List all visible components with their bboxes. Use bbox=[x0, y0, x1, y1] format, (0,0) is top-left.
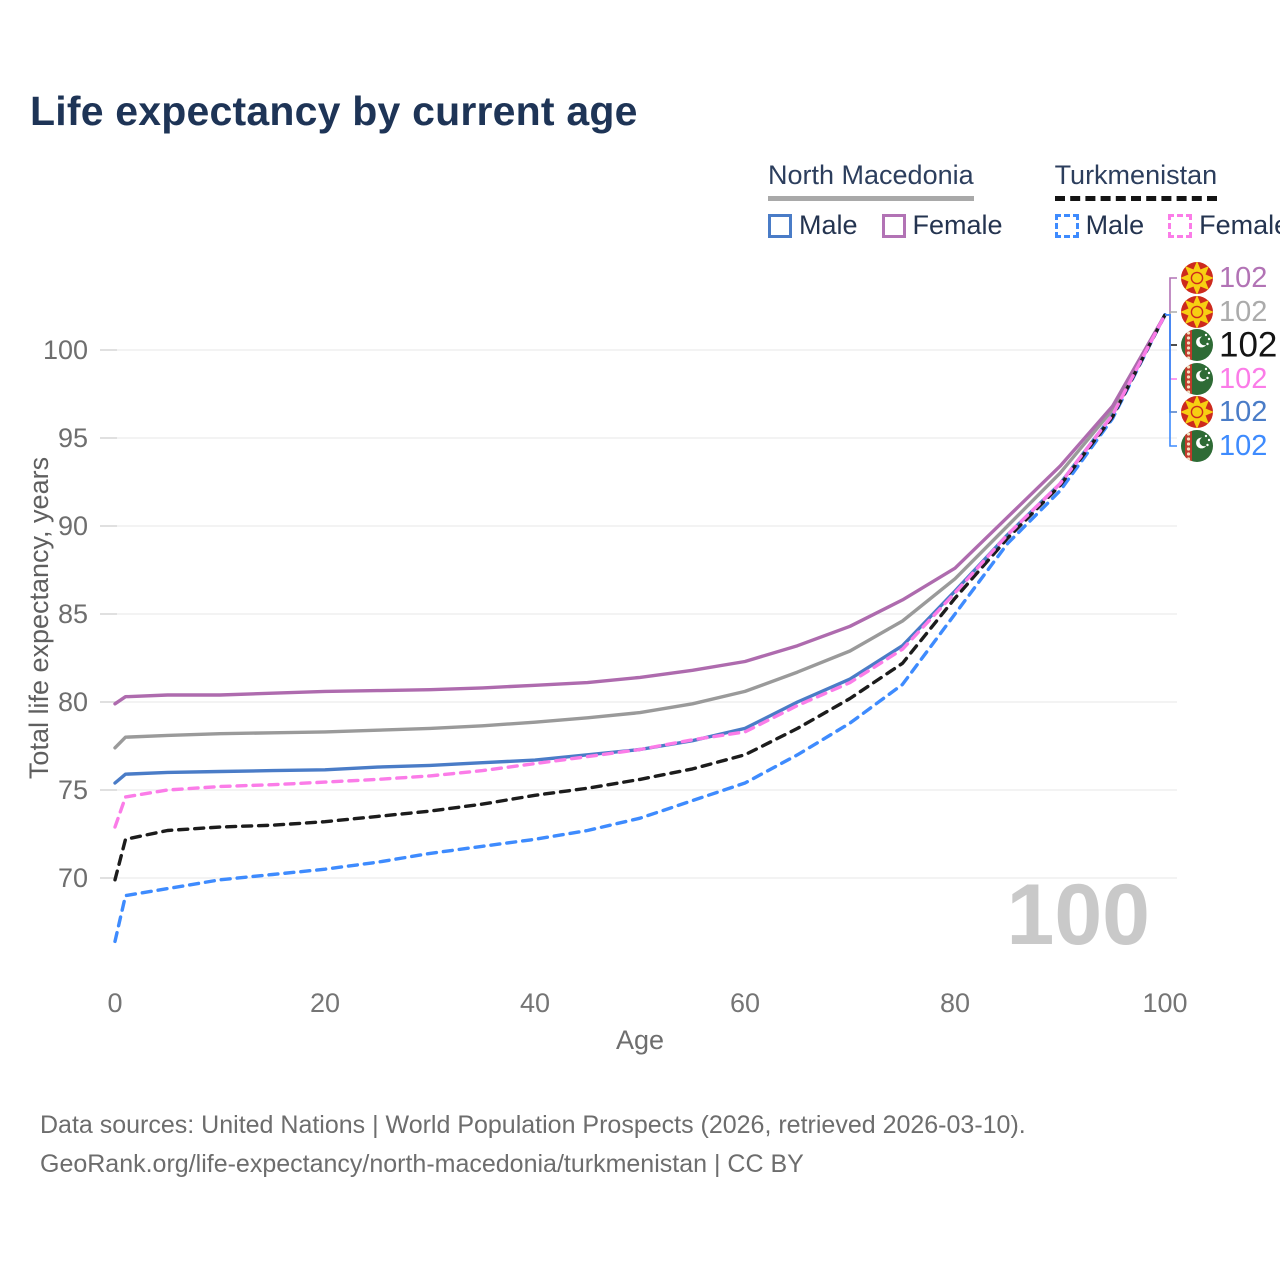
label-connector bbox=[1165, 314, 1177, 346]
y-axis-title: Total life expectancy, years bbox=[24, 457, 54, 779]
legend-item-label: Male bbox=[799, 210, 858, 240]
age-watermark: 100 bbox=[1007, 867, 1151, 963]
x-tick-label: 20 bbox=[310, 988, 340, 1018]
series-line-north-macedonia-female[interactable] bbox=[113, 313, 1167, 706]
legend-item-tm-male[interactable]: Male bbox=[1054, 210, 1145, 241]
x-tick-label: 60 bbox=[730, 988, 760, 1018]
x-tick-label: 100 bbox=[1142, 988, 1187, 1018]
attribution-text: GeoRank.org/life-expectancy/north-macedo… bbox=[40, 1149, 804, 1178]
north-macedonia-flag-icon bbox=[1181, 396, 1213, 428]
nm-female-swatch-icon bbox=[881, 213, 906, 238]
end-value-label: 102 bbox=[1219, 430, 1267, 462]
series-lines bbox=[113, 313, 1167, 944]
series-line-turkmenistan-male[interactable] bbox=[113, 313, 1167, 944]
end-value-label: 102 bbox=[1219, 363, 1267, 395]
legend-group-turkmenistan: Turkmenistan Male Female bbox=[1054, 160, 1280, 241]
legend: North Macedonia Male Female Turkmenistan… bbox=[768, 160, 1280, 241]
end-value-label: 102 bbox=[1219, 262, 1267, 294]
series-line-north-macedonia-both-sexes[interactable] bbox=[113, 313, 1167, 750]
north-macedonia-flag-icon bbox=[1181, 262, 1213, 294]
legend-item-tm-female[interactable]: Female bbox=[1168, 210, 1280, 241]
legend-group-north-macedonia: North Macedonia Male Female bbox=[768, 160, 1003, 241]
x-axis-title: Age bbox=[616, 1025, 664, 1055]
end-value-label: 102 bbox=[1219, 296, 1267, 328]
end-value-label: 102 bbox=[1219, 396, 1267, 428]
turkmenistan-flag-icon bbox=[1181, 363, 1213, 395]
data-sources-text: Data sources: United Nations | World Pop… bbox=[40, 1111, 1026, 1139]
turkmenistan-flag-icon bbox=[1181, 329, 1213, 361]
x-tick-label: 80 bbox=[940, 988, 970, 1018]
label-connector bbox=[1165, 277, 1177, 316]
y-tick-label: 100 bbox=[43, 335, 88, 365]
series-line-turkmenistan-female[interactable] bbox=[113, 313, 1167, 829]
nm-male-swatch-icon bbox=[768, 213, 792, 238]
label-connector bbox=[1165, 314, 1177, 380]
end-value-label: 102 bbox=[1219, 326, 1277, 365]
legend-country-turkmenistan: Turkmenistan bbox=[1054, 160, 1218, 201]
legend-country-north-macedonia: North Macedonia bbox=[768, 160, 974, 201]
y-tick-label: 80 bbox=[58, 687, 88, 717]
page-title: Life expectancy by current age bbox=[30, 88, 638, 134]
gridlines: 70 75 80 85 90 95 100 bbox=[43, 335, 1177, 893]
legend-item-nm-male[interactable]: Male bbox=[768, 210, 858, 241]
y-tick-label: 95 bbox=[58, 423, 88, 453]
footer: Data sources: United Nations | World Pop… bbox=[40, 1106, 1240, 1184]
legend-item-label: Female bbox=[1199, 210, 1280, 240]
y-tick-label: 90 bbox=[58, 511, 88, 541]
x-tick-label: 40 bbox=[520, 988, 550, 1018]
legend-item-label: Female bbox=[912, 210, 1003, 240]
y-tick-label: 70 bbox=[58, 863, 88, 893]
tm-male-swatch-icon bbox=[1054, 213, 1079, 238]
tm-female-swatch-icon bbox=[1168, 213, 1193, 238]
x-axis: 0 20 40 60 80 100 Age bbox=[107, 988, 1187, 1055]
y-tick-label: 75 bbox=[58, 775, 88, 805]
legend-item-nm-female[interactable]: Female bbox=[881, 210, 1003, 241]
x-tick-label: 0 bbox=[107, 988, 122, 1018]
y-tick-label: 85 bbox=[58, 599, 88, 629]
turkmenistan-flag-icon bbox=[1181, 430, 1213, 462]
label-connector bbox=[1165, 314, 1177, 447]
north-macedonia-flag-icon bbox=[1181, 296, 1213, 328]
label-connector bbox=[1165, 314, 1177, 413]
series-line-turkmenistan-both-sexes[interactable] bbox=[113, 313, 1167, 882]
legend-item-label: Male bbox=[1085, 210, 1145, 240]
